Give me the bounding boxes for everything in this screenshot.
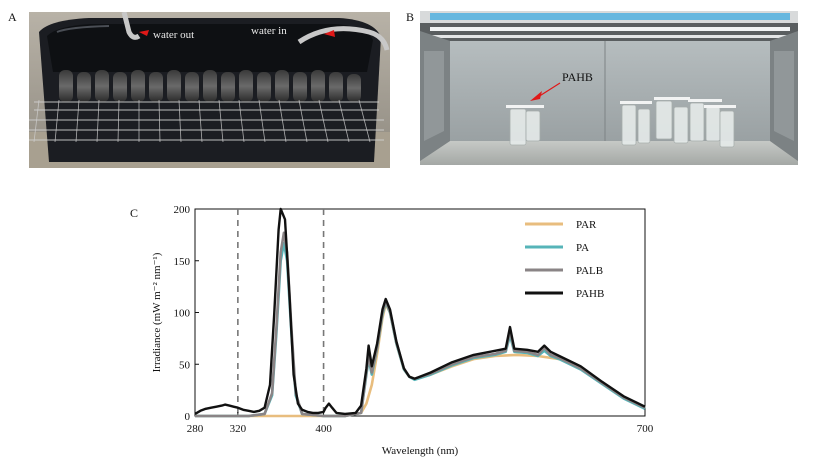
growth-chamber-photo: PAHB bbox=[420, 11, 798, 165]
series-line-pahb bbox=[194, 207, 646, 416]
series-line-palb bbox=[195, 231, 646, 418]
x-axis-label: Wavelength (nm) bbox=[382, 445, 459, 457]
plot-frame bbox=[194, 208, 646, 417]
legend-label-palb: PALB bbox=[576, 265, 603, 277]
x-tick-label-400: 400 bbox=[315, 423, 332, 435]
x-tick-label-320: 320 bbox=[230, 423, 247, 435]
panel-b-photo: PAHB bbox=[420, 11, 798, 165]
y-tick-label-50: 50 bbox=[179, 359, 191, 371]
y-tick-label-0: 0 bbox=[185, 411, 191, 423]
legend-label-pa: PA bbox=[576, 242, 589, 254]
panel-a-photo: water out water in bbox=[29, 12, 390, 168]
water-out-arrow bbox=[139, 30, 149, 36]
pahb-label: PAHB bbox=[562, 70, 593, 84]
water-in-arrow bbox=[324, 30, 335, 37]
panel-b-letter: B bbox=[406, 10, 415, 24]
water-in-label: water in bbox=[251, 25, 287, 37]
legend-label-pahb: PAHB bbox=[576, 288, 604, 300]
panel-a-letter: A bbox=[8, 10, 17, 24]
water-out-label: water out bbox=[153, 29, 194, 41]
y-tick-label-150: 150 bbox=[174, 256, 191, 268]
x-tick-label-280: 280 bbox=[187, 423, 204, 435]
panel-c-letter: C bbox=[130, 206, 139, 220]
y-axis-label: Irradiance (mW m⁻² nm⁻¹) bbox=[151, 252, 163, 372]
y-tick-label-100: 100 bbox=[174, 308, 191, 320]
y-tick-label-200: 200 bbox=[174, 204, 191, 216]
pahb-arrow bbox=[530, 91, 542, 101]
legend-label-par: PAR bbox=[576, 219, 597, 231]
x-tick-label-700: 700 bbox=[637, 423, 654, 435]
water-bath-photo: water out water in bbox=[29, 12, 390, 168]
series-line-par bbox=[195, 302, 646, 418]
